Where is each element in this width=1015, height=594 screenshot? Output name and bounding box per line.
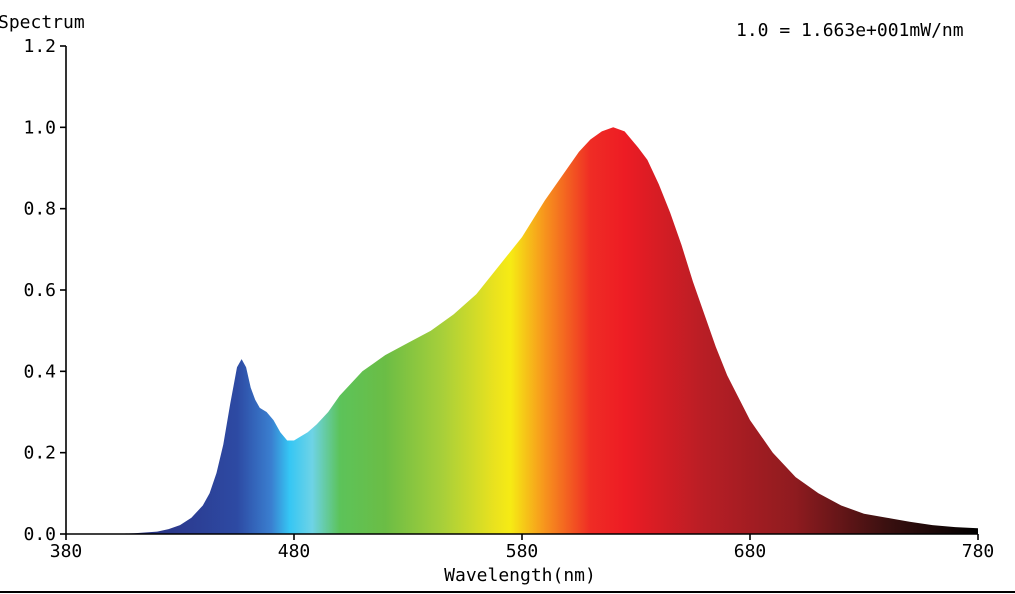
x-tick-label: 380 (50, 541, 83, 562)
x-axis-label: Wavelength(nm) (444, 565, 596, 586)
y-tick-label: 0.2 (23, 443, 56, 464)
x-ticks: 380 480 580 680 780 (50, 534, 995, 562)
chart-title: Spectrum (0, 12, 85, 33)
spectrum-area (66, 127, 978, 535)
y-tick-label: 0.4 (23, 361, 56, 382)
x-tick-label: 780 (962, 541, 995, 562)
scale-note: 1.0 = 1.663e+001mW/nm (736, 20, 964, 41)
y-tick-label: 0.8 (23, 199, 56, 220)
x-tick-label: 680 (734, 541, 767, 562)
x-tick-label: 480 (278, 541, 311, 562)
y-tick-label: 1.0 (23, 117, 56, 138)
y-tick-label: 1.2 (23, 36, 56, 57)
y-tick-label: 0.6 (23, 280, 56, 301)
x-tick-label: 580 (506, 541, 539, 562)
y-tick-label: 0.0 (23, 524, 56, 545)
y-ticks: 0.0 0.2 0.4 0.6 0.8 1.0 1.2 (23, 36, 66, 545)
